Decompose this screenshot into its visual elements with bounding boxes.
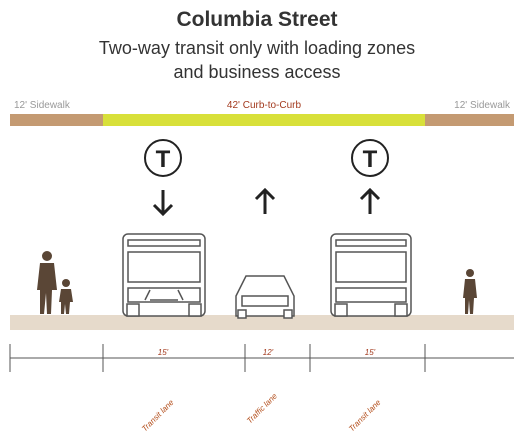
- sidewalk-band: [10, 114, 103, 126]
- sidewalk-label: 12' Sidewalk: [454, 100, 511, 111]
- title: Columbia Street: [176, 8, 337, 31]
- pedestrians: [37, 251, 477, 314]
- subtitle: Two-way transit only with loading zones: [99, 38, 415, 58]
- sidewalk-label: 12' Sidewalk: [14, 100, 71, 111]
- lane-width: 12': [263, 348, 274, 357]
- lane-label: Traffic lane: [245, 391, 279, 425]
- curb-label: 42' Curb-to-Curb: [227, 100, 302, 111]
- lane-width: 15': [158, 348, 169, 357]
- car: [235, 275, 295, 319]
- dimension-line: [9, 344, 514, 372]
- ground: [10, 315, 514, 330]
- transit-symbol: [144, 139, 182, 177]
- lane-label: Transit lane: [347, 398, 383, 434]
- lane-width: 15': [365, 348, 376, 357]
- lane-label: Transit lane: [140, 398, 176, 434]
- roadway-band: [103, 114, 425, 126]
- transit-symbol-text: T: [156, 146, 171, 173]
- sidewalk-band: [425, 114, 514, 126]
- bus: [330, 233, 412, 317]
- transit-symbol: [351, 139, 389, 177]
- subtitle: and business access: [173, 62, 340, 82]
- bus: [122, 233, 206, 317]
- arrows: [152, 187, 381, 217]
- transit-symbol-text: T: [363, 146, 378, 173]
